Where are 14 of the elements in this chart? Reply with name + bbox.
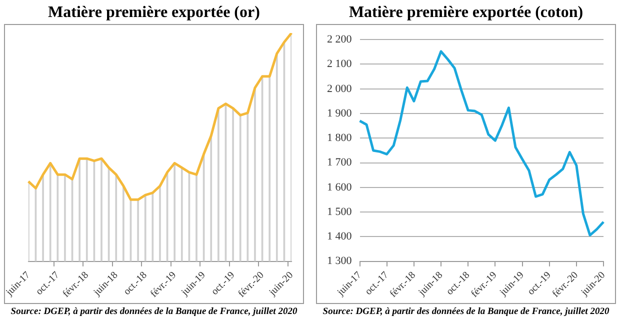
chart-title: Matière première exportée (or) <box>48 3 260 23</box>
y-tick-label: 1 400 <box>327 230 352 243</box>
y-tick-label: 1 700 <box>327 156 352 169</box>
chart-title: Matière première exportée (coton) <box>348 3 584 23</box>
source-note: Source: DGEP, à partir des données de la Banque de France, juillet 2020 <box>10 307 298 317</box>
y-tick-label: 1 600 <box>327 181 352 194</box>
y-tick-label: 1 300 <box>327 255 352 268</box>
source-note: Source: DGEP, à partir des données de la Banque de France, juillet 2020 <box>322 307 610 317</box>
y-tick-label: 2 100 <box>327 58 352 70</box>
y-tick-label: 1 500 <box>327 206 352 218</box>
y-tick-label: 1 800 <box>327 132 352 144</box>
y-tick-label: 2 000 <box>327 82 352 95</box>
y-tick-label: 2 200 <box>327 33 352 46</box>
y-tick-label: 1 900 <box>327 107 352 120</box>
